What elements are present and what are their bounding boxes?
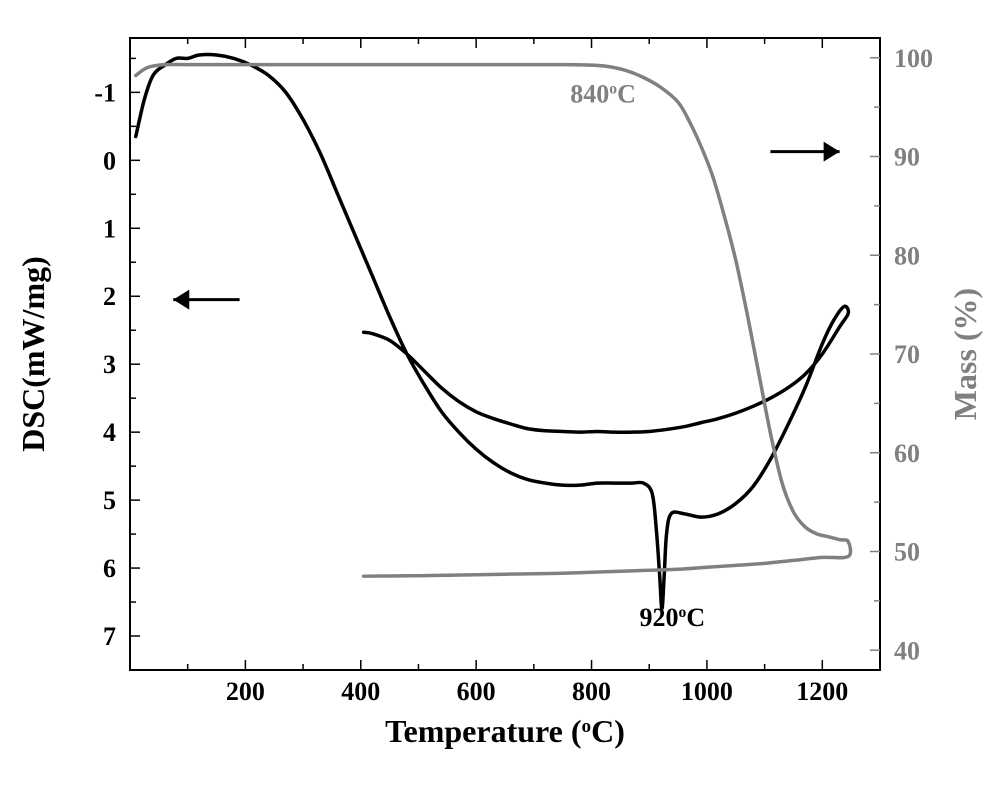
x-axis-label: Temperature (oC) bbox=[385, 713, 625, 749]
y-left-tick-label: 4 bbox=[103, 418, 116, 447]
y-left-tick-label: 0 bbox=[103, 146, 116, 175]
x-tick-label: 1200 bbox=[796, 677, 848, 706]
y-right-tick-label: 50 bbox=[894, 538, 920, 567]
y-right-tick-label: 70 bbox=[894, 340, 920, 369]
y-right-tick-label: 40 bbox=[894, 636, 920, 665]
y-left-tick-label: 1 bbox=[103, 214, 116, 243]
series-mass bbox=[136, 64, 851, 576]
x-tick-label: 400 bbox=[341, 677, 380, 706]
y-left-tick-label: 6 bbox=[103, 554, 116, 583]
chart-svg: 200 400 600 800 1000 1200 Temperature (oC) -1 0 1… bbox=[0, 0, 1000, 788]
y-right-axis-label: Mass (%) bbox=[947, 288, 983, 420]
x-tick-label: 200 bbox=[226, 677, 265, 706]
y-left-axis-label: DSC(mW/mg) bbox=[15, 256, 51, 452]
y-left-tick-label: 5 bbox=[103, 486, 116, 515]
y-left-tick-label: 3 bbox=[103, 350, 116, 379]
y-left-tick-label: 7 bbox=[103, 622, 116, 651]
annotation: 920oC bbox=[640, 603, 706, 632]
y-left-tick-label: -1 bbox=[94, 78, 116, 107]
y-right-tick-label: 100 bbox=[894, 44, 933, 73]
x-tick-label: 1000 bbox=[681, 677, 733, 706]
arrow bbox=[173, 290, 239, 310]
x-tick-label: 600 bbox=[457, 677, 496, 706]
y-right-tick-label: 60 bbox=[894, 439, 920, 468]
y-left-tick-label: 2 bbox=[103, 282, 116, 311]
chart-container: 200 400 600 800 1000 1200 Temperature (oC) -1 0 1… bbox=[0, 0, 1000, 788]
annotation: 840oC bbox=[570, 80, 636, 109]
series-dsc bbox=[136, 55, 849, 609]
y-right-tick-label: 80 bbox=[894, 241, 920, 270]
y-right-tick-label: 90 bbox=[894, 143, 920, 172]
arrow bbox=[770, 142, 839, 162]
x-tick-label: 800 bbox=[572, 677, 611, 706]
